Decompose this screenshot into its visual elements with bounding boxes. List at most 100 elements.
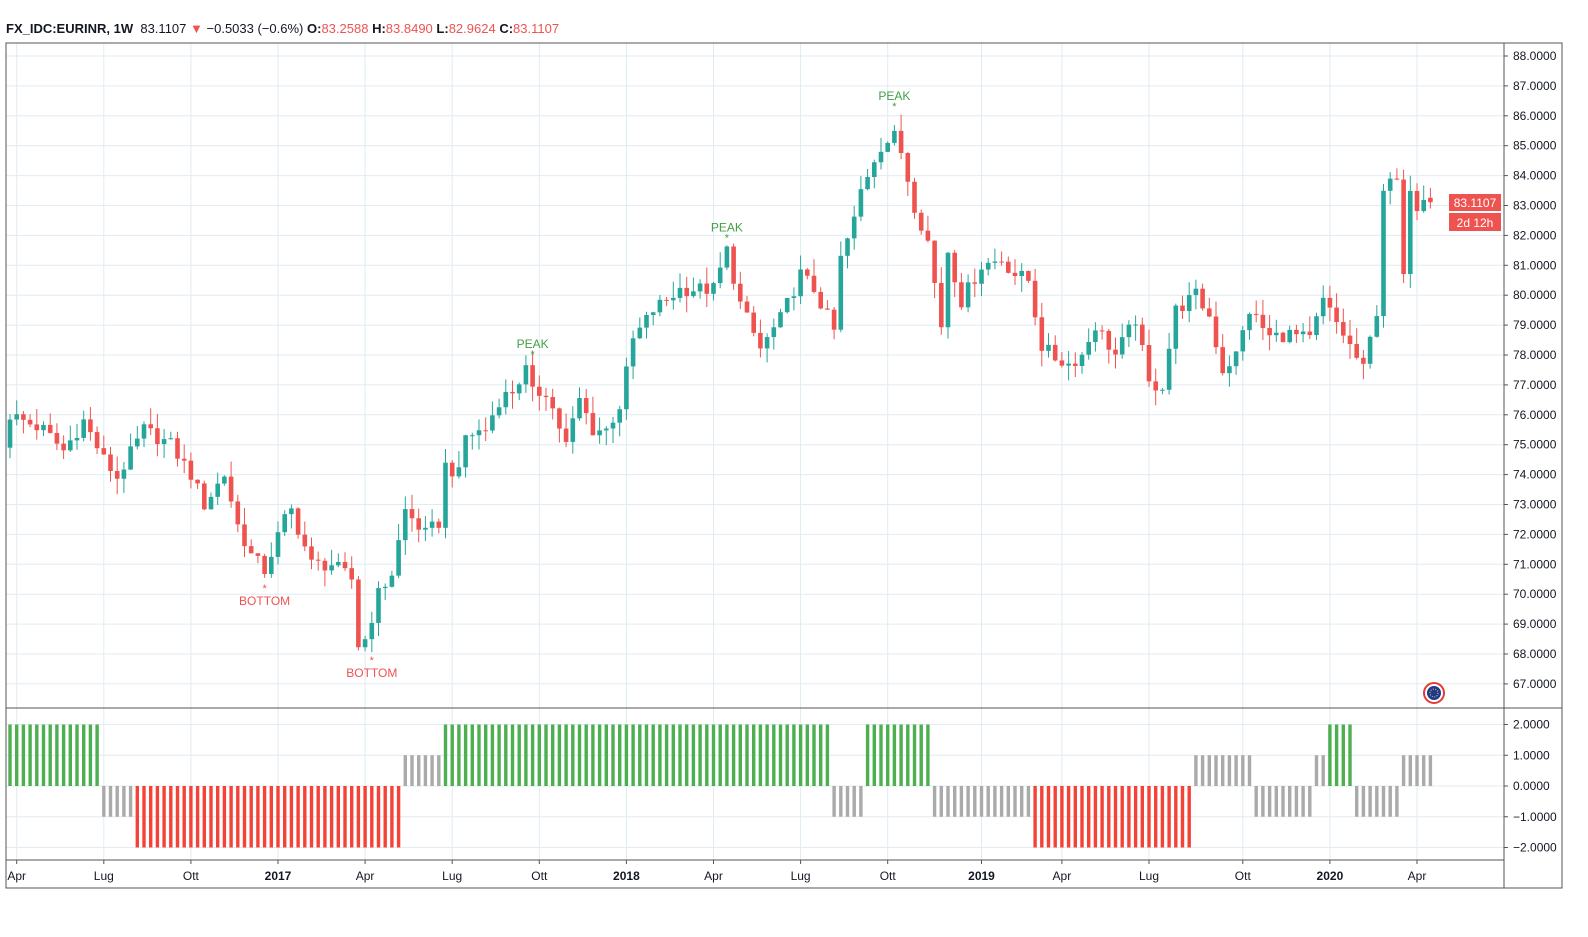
candle-body — [798, 269, 803, 297]
candle-body — [590, 413, 596, 436]
candle-body — [932, 240, 937, 283]
time-tick-label: Lug — [94, 869, 114, 883]
candle-body — [838, 255, 844, 330]
oscillator-bar — [68, 724, 72, 786]
candle-body — [483, 430, 488, 432]
candle-body — [758, 332, 763, 349]
last-price: 83.1107 — [140, 21, 187, 36]
candle-body — [1401, 179, 1406, 275]
oscillator-bar — [350, 786, 354, 848]
candle-body — [784, 297, 790, 313]
oscillator-bar — [1328, 724, 1332, 786]
candle-body — [470, 435, 475, 437]
candle-body — [1119, 337, 1125, 355]
oscillator-bar — [752, 724, 756, 786]
oscillator-bar — [309, 786, 314, 848]
time-tick-label: 2020 — [1317, 869, 1344, 883]
oscillator-bar — [356, 786, 361, 848]
candle-body — [88, 419, 93, 433]
candle-body — [1200, 288, 1205, 309]
candle-body — [717, 267, 723, 284]
oscillator-bar — [1060, 786, 1064, 848]
price-tick-label: 72.0000 — [1513, 527, 1557, 541]
candle-body — [342, 562, 348, 569]
oscillator-bar — [845, 786, 850, 817]
candle-body — [898, 130, 904, 154]
price-tick-label: 83.0000 — [1513, 199, 1557, 213]
symbol-title[interactable]: FX_IDC:EURINR, 1W — [6, 21, 134, 36]
candle-body — [235, 501, 241, 525]
candle-body — [664, 299, 669, 301]
candle-body — [376, 588, 381, 623]
candle-body — [738, 283, 743, 302]
candle-body — [188, 460, 194, 480]
oscillator-bar — [269, 786, 273, 848]
oscillator-bar — [135, 786, 139, 848]
oscillator-bar — [638, 724, 642, 786]
candle-body — [939, 282, 944, 328]
time-tick-label: Lug — [1139, 869, 1159, 883]
price-badge: 83.1107 2d 12h — [1449, 194, 1501, 231]
oscillator-bar — [370, 786, 374, 848]
peak-marker-icon: * — [892, 101, 897, 113]
candle-body — [463, 435, 468, 468]
candle-body — [979, 269, 984, 284]
oscillator-axis[interactable]: 2.0000 1.0000 0.0000 −1.0000 −2.0000 — [1504, 718, 1557, 855]
oscillator-bar — [631, 724, 635, 786]
oscillator-bar — [108, 786, 113, 817]
price-axis[interactable]: 88.0000 87.0000 86.0000 85.0000 84.0000 83.00… — [1504, 49, 1557, 691]
candle-body — [1300, 331, 1306, 335]
oscillator-bar — [1381, 786, 1386, 817]
oscillator-bar — [524, 724, 528, 786]
time-tick-label: Apr — [1408, 869, 1427, 883]
candle-body — [818, 291, 823, 309]
candle-body — [1086, 341, 1091, 355]
candle-body — [369, 622, 375, 640]
candle-body — [537, 386, 542, 396]
candle-body — [1059, 360, 1065, 366]
oscillator-bar — [236, 786, 240, 848]
oscillator-tick-label: −1.0000 — [1513, 810, 1557, 824]
oscillator-bar — [256, 786, 260, 848]
price-change: −0.5033 (−0.6%) — [206, 21, 304, 36]
oscillator-bar — [577, 724, 582, 786]
high-label: H: — [372, 21, 386, 36]
oscillator-bar — [403, 755, 407, 786]
candle-body — [1314, 316, 1319, 336]
candle-body — [315, 559, 321, 561]
oscillator-bar — [678, 724, 682, 786]
oscillator-bar — [738, 724, 742, 786]
grid — [6, 43, 1504, 860]
candle-body — [101, 448, 107, 455]
candle-body — [925, 230, 931, 241]
oscillator-bar — [778, 724, 783, 786]
oscillator-bar — [229, 786, 233, 848]
time-axis[interactable]: Apr Lug Ott 2017 Apr Lug Ott 2018 Apr Lug Ott 2019 A… — [7, 860, 1426, 883]
oscillator-bar — [149, 786, 153, 848]
oscillator-bar — [711, 724, 716, 786]
oscillator-bar — [162, 786, 166, 848]
candle-body — [724, 246, 730, 268]
candle-body — [215, 483, 220, 497]
candle-body — [644, 315, 649, 328]
candle-body — [1012, 272, 1018, 277]
candle-body — [1106, 330, 1112, 350]
candle-body — [255, 553, 261, 556]
oscillator-bar — [390, 786, 394, 848]
oscillator-bar — [182, 786, 186, 848]
candle-body — [851, 216, 857, 239]
oscillator-bar — [832, 786, 836, 817]
candle-body — [583, 398, 589, 414]
eu-flag-icon[interactable] — [1423, 682, 1445, 704]
candle-body — [121, 469, 127, 479]
price-tick-label: 75.0000 — [1513, 438, 1557, 452]
oscillator-bar — [303, 786, 307, 848]
oscillator-bar — [999, 786, 1004, 817]
oscillator-bar — [966, 786, 970, 817]
candle-body — [1213, 316, 1219, 348]
price-tick-label: 69.0000 — [1513, 617, 1557, 631]
oscillator-bar — [1261, 786, 1265, 817]
candle-body — [1052, 344, 1058, 361]
oscillator-bar — [1375, 786, 1379, 817]
